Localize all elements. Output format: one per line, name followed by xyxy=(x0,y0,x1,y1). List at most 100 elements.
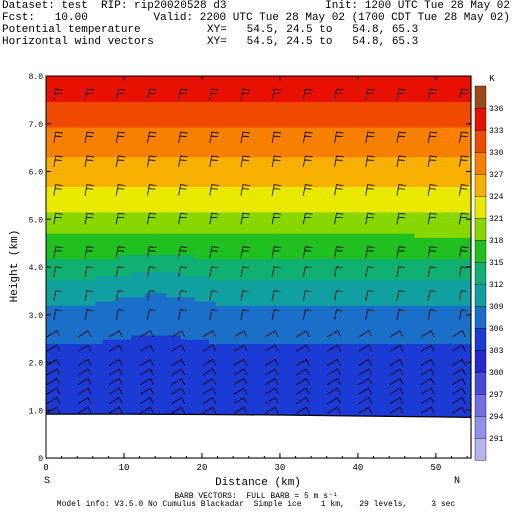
theta-cell xyxy=(67,76,75,81)
theta-cell xyxy=(46,241,54,247)
theta-cell xyxy=(145,101,153,107)
theta-cell xyxy=(265,322,274,328)
theta-cell xyxy=(258,80,267,86)
theta-cell xyxy=(81,343,90,349)
theta-cell xyxy=(400,139,408,145)
theta-cell xyxy=(223,169,231,175)
theta-cell xyxy=(173,101,182,107)
theta-cell xyxy=(244,390,253,395)
theta-cell xyxy=(293,190,302,196)
theta-cell xyxy=(400,292,408,298)
theta-cell xyxy=(123,182,132,187)
theta-cell xyxy=(364,275,373,281)
theta-cell xyxy=(279,80,288,86)
theta-cell xyxy=(60,381,68,387)
theta-cell xyxy=(371,224,380,230)
theta-cell xyxy=(336,207,345,213)
theta-cell xyxy=(279,381,288,387)
theta-cell xyxy=(109,224,118,230)
theta-cell xyxy=(258,385,267,391)
theta-cell xyxy=(201,143,210,149)
theta-cell xyxy=(279,203,288,209)
theta-cell xyxy=(187,169,196,175)
theta-cell xyxy=(109,88,118,94)
theta-cell xyxy=(315,76,323,81)
theta-cell xyxy=(244,88,253,94)
theta-cell xyxy=(258,347,267,353)
theta-cell xyxy=(67,114,75,120)
theta-cell xyxy=(166,313,175,319)
theta-cell xyxy=(138,148,146,153)
theta-cell xyxy=(74,262,83,268)
theta-cell xyxy=(230,262,238,268)
theta-cell xyxy=(138,194,146,200)
theta-cell xyxy=(145,322,153,328)
theta-cell xyxy=(46,377,54,383)
theta-cell xyxy=(187,356,196,361)
theta-cell xyxy=(95,334,104,340)
theta-cell xyxy=(74,203,83,209)
theta-cell xyxy=(378,114,387,120)
theta-cell xyxy=(435,398,444,404)
theta-cell xyxy=(315,262,323,268)
theta-cell xyxy=(272,114,281,120)
theta-cell xyxy=(301,101,309,107)
theta-cell xyxy=(322,356,330,361)
theta-cell xyxy=(46,173,54,179)
theta-cell xyxy=(343,334,352,340)
theta-cell xyxy=(208,267,217,272)
theta-cell xyxy=(265,250,274,255)
cross-section-endpoints-2: XY= 54.5, 24.5 to 54.8, 65.3 xyxy=(207,36,419,48)
theta-cell xyxy=(88,309,97,315)
theta-cell xyxy=(258,203,267,209)
theta-cell xyxy=(435,322,444,328)
theta-cell xyxy=(46,258,54,264)
theta-cell xyxy=(53,84,61,90)
theta-cell xyxy=(123,271,132,277)
theta-cell xyxy=(414,241,423,247)
theta-cell xyxy=(364,101,373,107)
theta-cell xyxy=(258,211,267,217)
theta-cell xyxy=(173,377,182,383)
theta-cell xyxy=(145,398,153,404)
theta-cell xyxy=(357,385,366,391)
theta-cell xyxy=(180,88,189,94)
theta-cell xyxy=(272,76,281,81)
theta-cell xyxy=(74,326,83,332)
theta-cell xyxy=(180,250,189,255)
theta-cell xyxy=(286,80,295,86)
theta-cell xyxy=(428,233,437,238)
theta-cell xyxy=(230,186,238,192)
theta-cell xyxy=(308,296,316,302)
theta-cell xyxy=(350,152,359,158)
theta-cell xyxy=(407,300,415,306)
theta-cell xyxy=(201,254,210,260)
theta-cell xyxy=(223,143,231,149)
theta-cell xyxy=(116,207,125,213)
theta-cell xyxy=(109,394,118,400)
theta-cell xyxy=(88,76,97,81)
theta-cell xyxy=(244,250,253,255)
theta-cell xyxy=(159,292,168,298)
theta-cell xyxy=(67,275,75,281)
theta-cell xyxy=(102,131,111,137)
theta-cell xyxy=(223,390,231,395)
theta-cell xyxy=(74,199,83,204)
theta-cell xyxy=(74,88,83,94)
theta-cell xyxy=(88,216,97,221)
theta-cell xyxy=(435,305,444,311)
theta-cell xyxy=(230,402,238,408)
theta-cell xyxy=(378,250,387,255)
theta-cell xyxy=(166,92,175,98)
theta-cell xyxy=(159,360,168,366)
theta-cell xyxy=(237,122,245,128)
theta-cell xyxy=(46,381,54,387)
theta-cell xyxy=(109,131,118,137)
theta-cell xyxy=(53,296,61,302)
theta-cell xyxy=(180,207,189,213)
theta-cell xyxy=(116,80,125,86)
theta-cell xyxy=(230,131,238,137)
theta-cell xyxy=(74,250,83,255)
theta-cell xyxy=(386,194,394,200)
theta-cell xyxy=(244,194,253,200)
